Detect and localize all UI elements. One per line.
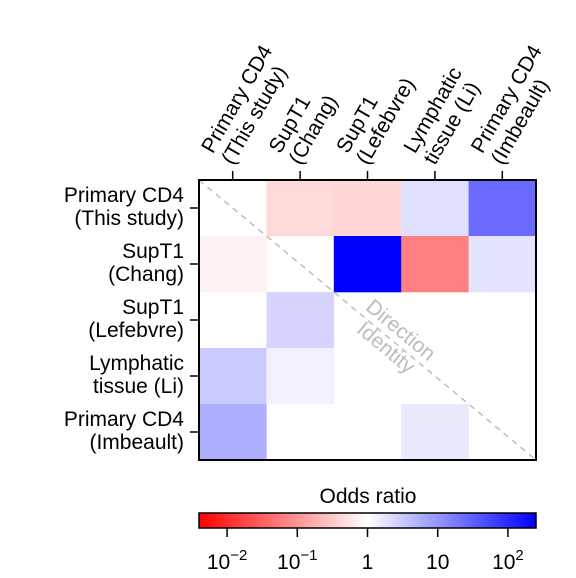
- row-label-line2: (Lefebvre): [88, 319, 184, 342]
- heatmap-cell: [468, 236, 537, 293]
- colorbar-tick-label: 10: [426, 551, 449, 574]
- heatmap-cell: [266, 348, 335, 405]
- heatmap-cell: [401, 404, 469, 461]
- diagonal-line: [198, 179, 537, 461]
- row-label-line1: Lymphatic: [89, 352, 184, 375]
- colorbar-tick-label: 10−2: [207, 547, 247, 574]
- row-label-line1: Primary CD4: [64, 184, 184, 207]
- row-label-line2: (This study): [74, 207, 184, 230]
- colorbar-title: Odds ratio: [320, 485, 417, 508]
- row-label-line1: SupT1: [122, 296, 184, 319]
- heatmap-cell: [266, 292, 335, 349]
- heatmap-cells: [199, 180, 537, 461]
- heatmap-cell: [401, 236, 469, 293]
- heatmap-cell: [468, 180, 537, 237]
- row-labels: Primary CD4(This study)SupT1(Chang)SupT1…: [64, 184, 199, 454]
- column-label: Primary CD4(Imbeault): [467, 41, 554, 168]
- row-label-line2: (Chang): [108, 263, 184, 286]
- colorbar-ticks: 10−2 10−1 1 10 102: [207, 528, 524, 574]
- heatmap-cell: [333, 236, 402, 293]
- row-label-line2: (Imbeault): [89, 431, 184, 454]
- row-label-line1: Primary CD4: [64, 408, 184, 431]
- colorbar-tick-label: 10−1: [277, 547, 317, 574]
- colorbar-tick-label: 102: [492, 547, 524, 574]
- column-labels: Primary CD4(This study)SupT1(Chang)SupT1…: [197, 41, 554, 180]
- heatmap-cell: [401, 180, 469, 237]
- row-label-line1: SupT1: [122, 240, 184, 263]
- colorbar-tick-label: 1: [362, 551, 374, 574]
- column-label: SupT1(Lefebvre): [332, 74, 420, 168]
- colorbar-gradient: [198, 512, 537, 529]
- heatmap-cell: [266, 180, 335, 237]
- heatmap-cell: [199, 236, 267, 293]
- heatmap-cell: [333, 180, 402, 237]
- heatmap-cell: [199, 404, 267, 461]
- heatmap-cell: [199, 348, 267, 405]
- row-label-line2: tissue (Li): [93, 375, 184, 398]
